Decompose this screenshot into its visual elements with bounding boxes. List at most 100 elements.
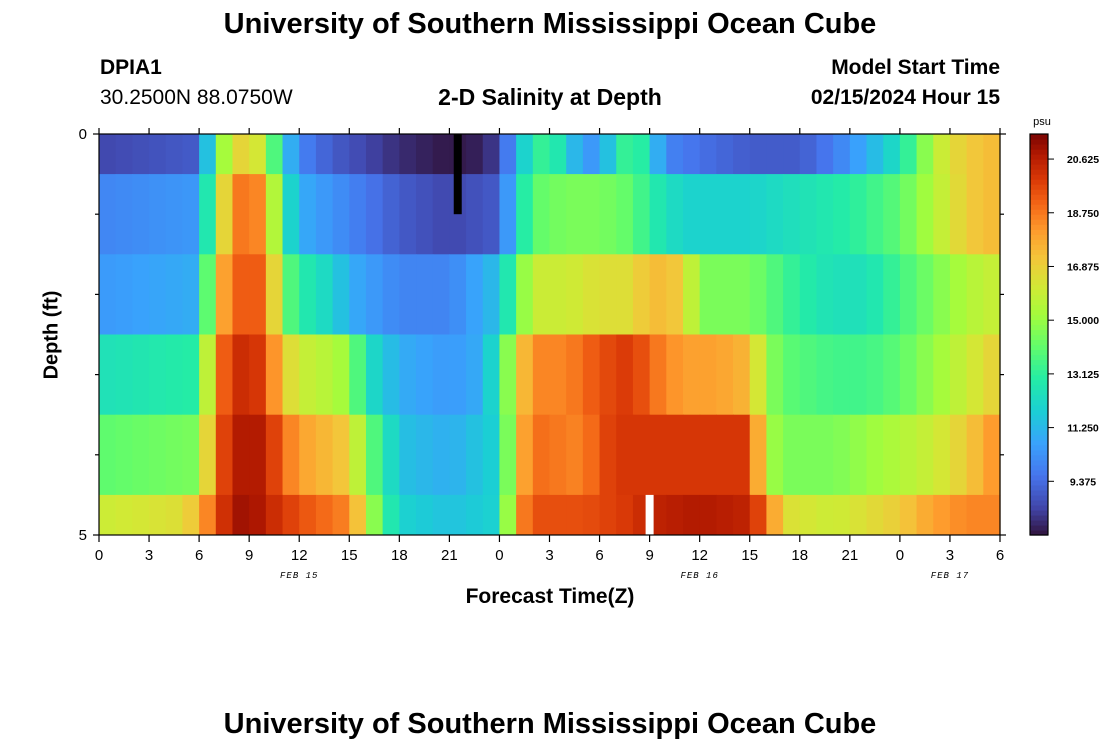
heatmap-cell — [883, 334, 901, 416]
heatmap-cell — [132, 174, 150, 255]
heatmap-cell — [582, 254, 601, 335]
page-title: University of Southern Mississippi Ocean… — [223, 8, 877, 40]
colorbar-segment — [1030, 299, 1048, 306]
x-tick-label: 6 — [595, 547, 603, 564]
heatmap-cell — [699, 174, 717, 255]
x-tick-label: 3 — [145, 547, 153, 564]
heatmap-cell — [499, 174, 517, 255]
heatmap-cell — [783, 334, 801, 416]
heatmap-cell — [549, 494, 567, 536]
heatmap-cell — [466, 414, 484, 496]
heatmap-cell — [399, 134, 417, 175]
colorbar-segment — [1030, 204, 1048, 210]
x-tick-label: 3 — [946, 547, 954, 564]
heatmap-cell — [449, 254, 467, 335]
heatmap-cell — [349, 254, 367, 335]
heatmap-cell — [432, 134, 450, 175]
heatmap-cell — [115, 334, 133, 416]
heatmap-cell — [416, 494, 434, 536]
heatmap-cell — [416, 414, 434, 496]
colorbar-unit-label: psu — [1033, 116, 1051, 128]
colorbar-tick-label: 20.625 — [1067, 154, 1099, 166]
heatmap-cell — [582, 334, 601, 416]
heatmap-cell — [432, 334, 450, 416]
heatmap-cell — [933, 414, 951, 496]
heatmap-cell — [416, 334, 434, 416]
heatmap-cell — [365, 254, 384, 335]
heatmap-cell — [549, 414, 567, 496]
heatmap-cell — [115, 174, 133, 255]
heatmap-cell — [215, 134, 234, 175]
heatmap-cell — [499, 334, 517, 416]
heatmap-cell — [983, 334, 1001, 416]
heatmap-cell — [666, 334, 684, 416]
heatmap-cell — [466, 174, 484, 255]
x-tick-label: 12 — [291, 547, 308, 564]
heatmap-cell — [532, 334, 551, 416]
heatmap-cell — [165, 334, 184, 416]
x-tick-label: 9 — [645, 547, 653, 564]
colorbar-tick-label: 15.000 — [1067, 315, 1099, 327]
heatmap-cell — [182, 134, 200, 175]
heatmap-cell — [682, 414, 701, 496]
heatmap-cell — [632, 334, 651, 416]
heatmap-cell — [399, 494, 417, 536]
heatmap-cell — [516, 174, 534, 255]
heatmap-cell — [466, 494, 484, 536]
heatmap-cell — [866, 414, 884, 496]
colorbar-segment — [1030, 274, 1048, 280]
heatmap-cell — [249, 334, 267, 416]
heatmap-cell — [332, 334, 350, 416]
heatmap-cell — [716, 174, 734, 255]
heatmap-cell — [649, 174, 667, 255]
colorbar-segment — [1030, 244, 1048, 250]
heatmap-cell — [983, 494, 1001, 536]
heatmap-cell — [332, 134, 350, 175]
heatmap-cell — [616, 134, 634, 175]
heatmap-cell — [215, 494, 234, 536]
heatmap-cell — [983, 174, 1001, 255]
model-start-label: Model Start Time — [831, 56, 1000, 79]
x-tick-label: 0 — [896, 547, 904, 564]
heatmap-cell — [365, 134, 384, 175]
heatmap-cell — [582, 414, 601, 496]
heatmap-cell — [799, 174, 818, 255]
heatmap-cell — [616, 254, 634, 335]
colorbar-segment — [1030, 354, 1048, 361]
heatmap-cell — [315, 494, 334, 536]
heatmap-cell — [449, 414, 467, 496]
heatmap-cell — [249, 134, 267, 175]
heatmap-cell — [199, 174, 217, 255]
missing-data-cell — [645, 494, 654, 535]
heatmap-cell — [966, 134, 984, 175]
heatmap-cell — [265, 334, 284, 416]
colorbar-segment — [1030, 189, 1048, 195]
heatmap-cell — [232, 174, 250, 255]
heatmap-cell — [799, 254, 818, 335]
heatmap-cell — [833, 414, 851, 496]
heatmap-cell — [716, 414, 734, 496]
heatmap-cell — [199, 494, 217, 536]
heatmap-cell — [249, 254, 267, 335]
heatmap-cell — [716, 134, 734, 175]
colorbar-segment — [1030, 474, 1048, 481]
heatmap-cell — [299, 174, 317, 255]
heatmap-cell — [833, 254, 851, 335]
heatmap-cell — [516, 134, 534, 175]
colorbar-segment — [1030, 329, 1048, 336]
heatmap-cell — [99, 174, 117, 255]
heatmap-cell — [816, 494, 834, 536]
heatmap-cell — [516, 494, 534, 536]
heatmap-cell — [766, 134, 784, 175]
colorbar-segment — [1030, 374, 1048, 381]
heatmap-cell — [532, 174, 551, 255]
heatmap-cell — [199, 414, 217, 496]
colorbar-segment — [1030, 414, 1048, 421]
heatmap-cell — [849, 334, 868, 416]
heatmap-cell — [432, 414, 450, 496]
colorbar-segment — [1030, 349, 1048, 356]
heatmap-cell — [549, 134, 567, 175]
heatmap-cell — [933, 174, 951, 255]
heatmap-cell — [816, 134, 834, 175]
colorbar-segment — [1030, 419, 1048, 426]
